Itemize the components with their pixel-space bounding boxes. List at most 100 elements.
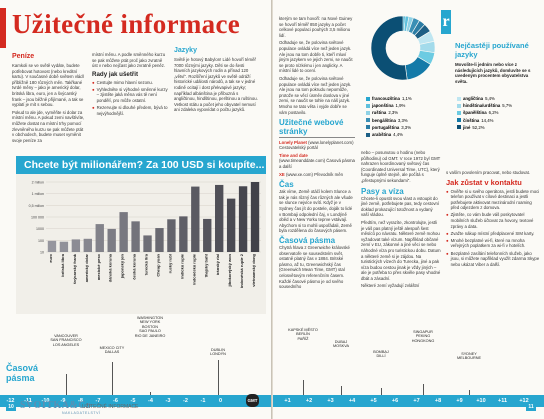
chart-bar <box>83 238 92 252</box>
bullet-icon: ● <box>446 212 449 218</box>
divider <box>279 137 355 138</box>
chart-bar <box>143 235 152 252</box>
languages-icon: r <box>441 10 451 34</box>
language-legend-item: hindština/urdština 5,7% <box>457 102 543 109</box>
jazyky-heading: Jazyky <box>174 47 197 54</box>
timezone-city-label: BOMBAJ DILLÍ <box>373 350 389 359</box>
chart-bar <box>155 228 164 252</box>
y-tick-label: 100 000 <box>31 216 44 220</box>
r-col1-p3: Odhaduje se, že polovina světové populac… <box>279 75 352 115</box>
chart-bar <box>107 228 116 252</box>
language-legend-item: angličtina 5,4% <box>457 95 543 102</box>
timezone-city-label: SINGAPUR PEKING HONGKONG <box>411 330 435 343</box>
bullet-icon: ● <box>446 250 449 256</box>
chart-bar <box>250 182 260 252</box>
penize-p1: Kamkoli se ve světě vydáte, budete potře… <box>12 63 84 108</box>
timezone-pointer <box>66 374 67 395</box>
timezone-number: +8 <box>434 398 442 404</box>
legend-swatch <box>457 111 461 115</box>
timezone-city-label: MEXICO CITY DALLAS <box>99 346 125 355</box>
timezone-city-label: DUBLIN LONDÝN <box>210 348 226 357</box>
x-tick-label: ruský rubl <box>167 254 172 273</box>
x-tick-label: Cheap yuan <box>155 253 160 276</box>
x-tick-label: indická rupie <box>179 253 184 278</box>
legend-swatch <box>366 111 370 115</box>
chart-bar <box>238 186 248 252</box>
page-number: 11 <box>526 403 536 411</box>
y-tick-label: 100 <box>38 239 44 243</box>
timezone-pointer <box>150 392 151 395</box>
pasy-heading: Pasy a víza <box>361 186 404 196</box>
bar-chart: 2 milion 1 milion 0,5 milion 100 000 1000 100… <box>29 181 261 288</box>
timezone-number: +9 <box>456 398 463 404</box>
chart-area: 2 milion 1 milion 0,5 milion 100 000 1000 100… <box>16 174 266 314</box>
chart-bar <box>59 241 69 252</box>
timezone-number: +1 <box>284 398 291 404</box>
timezone-strip-left: Časová pásma -12 -11 -10 -9 -8 -7 -6 -5 -4 -3 -2 -1… <box>0 316 271 407</box>
title-accent-bar <box>0 8 6 48</box>
bullet-icon: ● <box>446 188 449 194</box>
jazyky-p1: Světě je hotový Babylon! Lidé hovoří tém… <box>174 57 258 113</box>
chart-bar <box>191 186 200 252</box>
language-legend-item: ruština 2,3% <box>366 109 436 116</box>
timezone-number: +6 <box>391 398 399 404</box>
language-legend-item: japonština 1,9% <box>366 102 436 109</box>
web-link-xe[interactable]: XE (www.xe.com) Převodník měn <box>279 171 344 177</box>
timezone-number: 0 <box>218 398 223 404</box>
language-legend-item: francouzština 1,1% <box>366 95 436 102</box>
timezone-number: -10 <box>41 398 50 404</box>
timezone-strip-right: +1 +2 +3 +4 +5 +6 +7 +8 +9 +10 +11 +12 KAPSKÉ MĚSTO… <box>273 316 544 407</box>
languages-description: Movolite-li jedním nebo více z následují… <box>455 62 531 84</box>
legend-swatch <box>457 96 461 101</box>
y-tick-label: 10 <box>40 251 44 255</box>
r-col1-p1: kterým se tam hovoří: na Nové Guiney se … <box>279 16 353 38</box>
publisher-watermark-sub: NAKLADATELSTVÍ <box>62 411 101 415</box>
timezone-pointer <box>112 362 113 395</box>
tip-item: ● Ověřte si u svého operátora, jestli bud… <box>446 188 540 211</box>
chart-bar <box>131 221 140 252</box>
kontakt-heading: Jak zůstat v kontaktu <box>446 177 522 187</box>
chart-title: Chcete být milionářem? Za 100 USD si kou… <box>16 156 266 174</box>
chart-bar <box>179 216 188 252</box>
x-tick-label: japonský jen <box>120 253 125 279</box>
pasy-p1: Chcete-li opustit svou vlast a vstoupit … <box>361 195 440 218</box>
r-col1-p2: Odhaduje se, že polovina světové populac… <box>279 40 353 74</box>
timezone-city-label: SYDNEY MELBOURNE <box>456 352 482 361</box>
column-right-1: kterým se tam hovoří: na Nové Guiney se … <box>279 16 355 292</box>
x-tick-label: mexické peso <box>96 253 101 280</box>
timezone-city-label: DUBAJ MOSKVA <box>333 340 349 349</box>
tip-item: ● Vyhledněte si výhodné směnné kurzy – zj… <box>92 86 168 104</box>
x-tick-label: česká koruna <box>132 253 137 279</box>
timezone-band <box>273 395 544 407</box>
web-link-timeanddate[interactable]: Time and date (www.timeanddate.com) Časo… <box>279 152 355 170</box>
chart-bar <box>71 239 81 252</box>
tip-item: ● Mnohé bezplatné wi-fi, které na mnoha v… <box>446 237 526 249</box>
language-legend-item: portugalština 3,3% <box>366 124 436 131</box>
timezone-number: +7 <box>413 398 420 404</box>
cas-p: Jak víme, Země otáčí kolem Slunce a tak … <box>279 189 353 234</box>
publisher-watermark: SVOITKA&Co <box>20 400 92 411</box>
tip-item: ● Rezervujte si dlouhé předem, bývá to ne… <box>92 105 168 116</box>
gmt-badge: GMT <box>246 394 259 407</box>
y-tick-label: 0,5 milion <box>29 204 44 208</box>
x-tick-label: švýcarský frank <box>72 253 77 284</box>
language-legend-item: španělština 6,2% <box>457 109 543 116</box>
page-number: 10 <box>6 403 16 411</box>
web-heading: Užitečné webové stránky <box>279 118 344 137</box>
language-legend-item: arabština 4,4% <box>366 131 436 138</box>
casova-p: Chytrá hlava z Greenwiche královské obse… <box>279 245 350 290</box>
x-tick-label: íránský rial <box>215 254 220 275</box>
timezone-pointer <box>469 390 470 395</box>
y-tick-label: 1000 <box>36 227 44 231</box>
timezone-number: -3 <box>165 398 171 404</box>
timezone-number: -4 <box>148 398 153 404</box>
legend-swatch <box>366 103 370 108</box>
legend-swatch <box>366 125 370 130</box>
web-link-lonely[interactable]: Lonely Planet (www.lonelyplanet.com) Ces… <box>279 139 354 151</box>
timezone-number: -12 <box>6 398 15 404</box>
right-page: kterým se tam hovoří: na Nové Guiney se … <box>273 0 544 419</box>
tip-item: ● Cestujte mimo hlavní sezonu. <box>92 79 153 85</box>
timezone-number: -8 <box>78 398 83 404</box>
penize-heading: Peníze <box>12 53 35 60</box>
